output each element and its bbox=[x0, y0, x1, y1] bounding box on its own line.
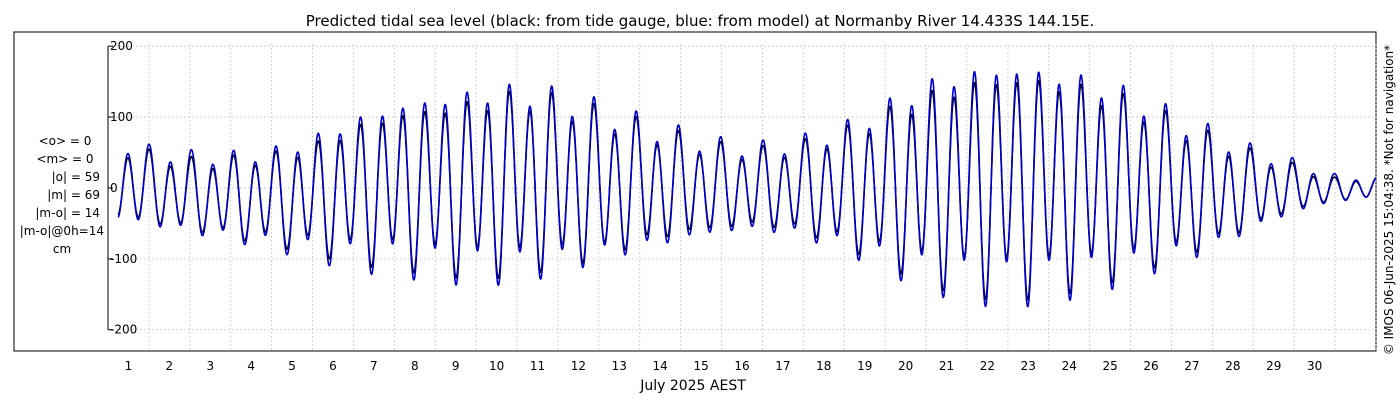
stats-panel: <o> = 0 <m> = 0 |o| = 59 |m| = 69 |m-o| … bbox=[20, 134, 104, 256]
x-tick-label: 2 bbox=[166, 359, 174, 373]
x-tick-label: 30 bbox=[1307, 359, 1322, 373]
x-tick-label: 12 bbox=[571, 359, 586, 373]
x-tick-label: 21 bbox=[939, 359, 954, 373]
x-tick-label: 22 bbox=[980, 359, 995, 373]
x-tick-label: 15 bbox=[693, 359, 708, 373]
x-tick-label: 6 bbox=[329, 359, 337, 373]
x-tick-label: 26 bbox=[1143, 359, 1158, 373]
x-tick-label: 4 bbox=[247, 359, 255, 373]
y-tick-label: -200 bbox=[110, 323, 137, 337]
x-tick-label: 8 bbox=[411, 359, 419, 373]
x-tick-label: 7 bbox=[370, 359, 378, 373]
x-tick-label: 23 bbox=[1021, 359, 1036, 373]
stat-abs-difference: |m-o| = 14 bbox=[35, 206, 100, 220]
x-tick-label: 28 bbox=[1225, 359, 1240, 373]
x-tick-label: 25 bbox=[1102, 359, 1117, 373]
axes: 1 2 3 4 5 6 7 8 9 10 11 12 13 14 15 16 17 18 19 20 21 22 23 24 2… bbox=[107, 39, 1322, 373]
copyright-credit: © IMOS 06-Jun-2025 15:04:38. *Not for na… bbox=[1382, 45, 1396, 355]
plot-frame bbox=[13, 31, 1377, 352]
x-tick-label: 14 bbox=[653, 359, 668, 373]
stat-mean-model: <m> = 0 bbox=[36, 152, 93, 166]
x-tick-label: 3 bbox=[206, 359, 214, 373]
x-tick-label: 13 bbox=[612, 359, 627, 373]
series-lines bbox=[117, 70, 1377, 308]
x-axis-label: July 2025 AEST bbox=[639, 378, 746, 394]
x-tick-label: 17 bbox=[775, 359, 790, 373]
x-tick-label: 27 bbox=[1184, 359, 1199, 373]
y-tick-label: 0 bbox=[110, 181, 118, 195]
stat-abs-model: |m| = 69 bbox=[47, 188, 100, 202]
x-tick-label: 5 bbox=[288, 359, 296, 373]
chart-title: Predicted tidal sea level (black: from t… bbox=[306, 12, 1095, 30]
x-tick-label: 9 bbox=[452, 359, 460, 373]
stat-units: cm bbox=[53, 242, 71, 256]
x-tick-label: 11 bbox=[530, 359, 545, 373]
x-tick-label: 10 bbox=[489, 359, 504, 373]
stat-abs-observed: |o| = 59 bbox=[52, 170, 100, 184]
y-tick-label: 100 bbox=[110, 110, 133, 124]
x-tick-label: 24 bbox=[1062, 359, 1077, 373]
x-tick-label: 16 bbox=[734, 359, 749, 373]
stat-mean-observed: <o> = 0 bbox=[39, 134, 92, 148]
stat-difference-at-0h: |m-o|@0h=14 bbox=[20, 224, 104, 238]
y-tick-label: 200 bbox=[110, 39, 133, 53]
y-tick-label: -100 bbox=[110, 252, 137, 266]
x-tick-label: 20 bbox=[898, 359, 913, 373]
x-tick-label: 19 bbox=[857, 359, 872, 373]
x-tick-label: 18 bbox=[816, 359, 831, 373]
x-tick-label: 29 bbox=[1266, 359, 1281, 373]
x-tick-label: 1 bbox=[125, 359, 133, 373]
series-line-model bbox=[117, 70, 1377, 308]
